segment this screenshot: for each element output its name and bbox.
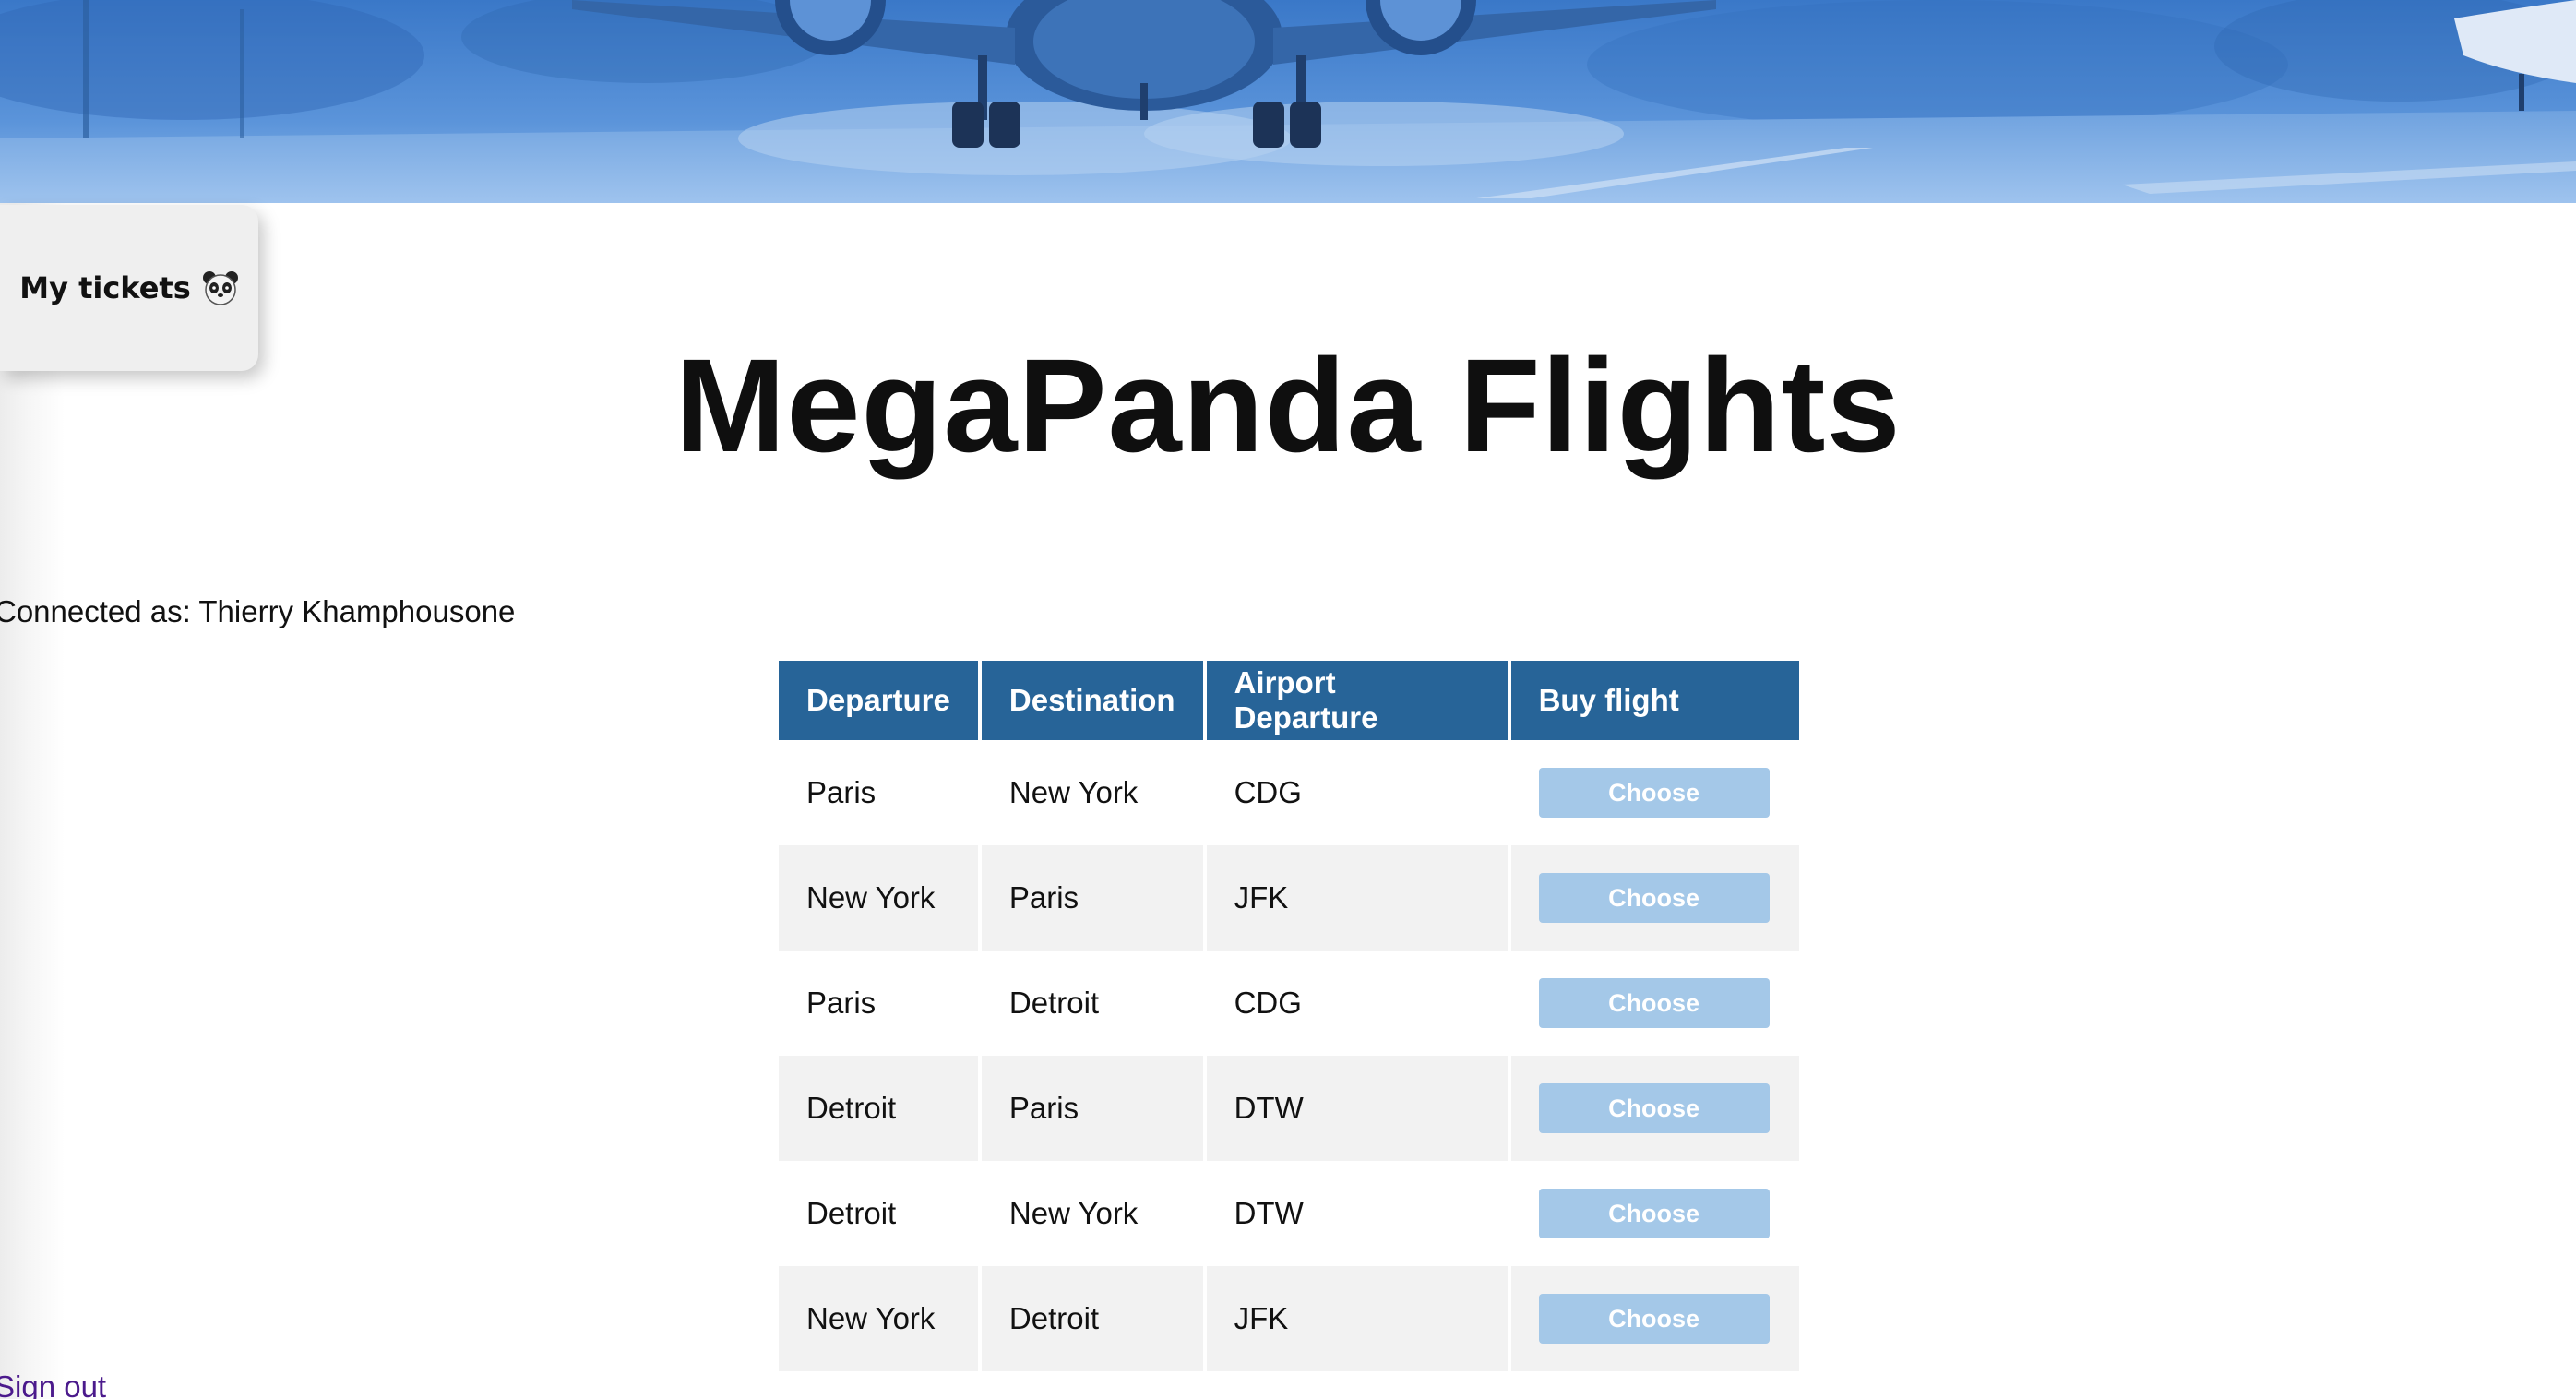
- buy-cell: Choose: [1511, 740, 1799, 845]
- choose-flight-button[interactable]: Choose: [1538, 1083, 1770, 1133]
- connected-user-text: Connected as: Thierry Khamphousone: [0, 594, 516, 628]
- choose-flight-button[interactable]: Choose: [1538, 1189, 1770, 1238]
- column-header-departure: Departure: [779, 661, 978, 740]
- departure-cell: Paris: [806, 775, 877, 809]
- airport-cell: JFK: [1206, 1266, 1508, 1371]
- departure-cell: New York: [779, 1266, 978, 1371]
- table-row: Paris Detroit CDG Choose: [779, 951, 1799, 1056]
- sidebar-shadow: [0, 203, 65, 1399]
- my-tickets-button[interactable]: My tickets: [0, 205, 258, 371]
- departure-cell: New York: [779, 845, 978, 951]
- buy-cell: Choose: [1510, 1266, 1799, 1371]
- table-row: Detroit Paris DTW Choose: [779, 1056, 1799, 1161]
- table-row: New York Paris JFK Choose: [779, 845, 1799, 951]
- table-row: Paris New York CDG Choose: [779, 740, 1799, 845]
- airport-cell: DTW: [1206, 1056, 1508, 1161]
- airport-cell: CDG: [1234, 775, 1302, 809]
- departure-cell: Paris: [806, 986, 877, 1020]
- header-banner: [0, 0, 2576, 203]
- choose-flight-button[interactable]: Choose: [1538, 768, 1770, 818]
- departure-cell: Detroit: [806, 1196, 897, 1230]
- destination-cell: Detroit: [981, 1266, 1203, 1371]
- choose-flight-button[interactable]: Choose: [1538, 1294, 1770, 1344]
- airport-cell: JFK: [1206, 845, 1508, 951]
- buy-cell: Choose: [1511, 951, 1799, 1056]
- column-header-buy-flight: Buy flight: [1510, 661, 1799, 740]
- table-row: Detroit New York DTW Choose: [779, 1161, 1799, 1266]
- buy-cell: Choose: [1511, 1161, 1799, 1266]
- my-tickets-label: My tickets: [19, 270, 191, 305]
- choose-flight-button[interactable]: Choose: [1538, 873, 1770, 923]
- sign-out-link[interactable]: Sign out: [0, 1369, 107, 1399]
- destination-cell: New York: [1008, 1196, 1139, 1230]
- buy-cell: Choose: [1510, 1056, 1799, 1161]
- column-header-destination: Destination: [981, 661, 1203, 740]
- flights-table: Departure Destination Airport Departure …: [775, 661, 1803, 1371]
- departure-cell: Detroit: [779, 1056, 978, 1161]
- airplane-banner-image: [0, 0, 2576, 203]
- table-header-row: Departure Destination Airport Departure …: [779, 661, 1799, 740]
- table-row: New York Detroit JFK Choose: [779, 1266, 1799, 1371]
- airport-cell: CDG: [1234, 986, 1302, 1020]
- column-header-airport-departure: Airport Departure: [1206, 661, 1508, 740]
- destination-cell: Detroit: [1008, 986, 1100, 1020]
- panda-icon: [202, 269, 239, 306]
- choose-flight-button[interactable]: Choose: [1538, 978, 1770, 1028]
- destination-cell: New York: [1008, 775, 1139, 809]
- destination-cell: Paris: [981, 845, 1203, 951]
- page-title: MegaPanda Flights: [674, 331, 1902, 480]
- buy-cell: Choose: [1510, 845, 1799, 951]
- destination-cell: Paris: [981, 1056, 1203, 1161]
- airport-cell: DTW: [1234, 1196, 1304, 1230]
